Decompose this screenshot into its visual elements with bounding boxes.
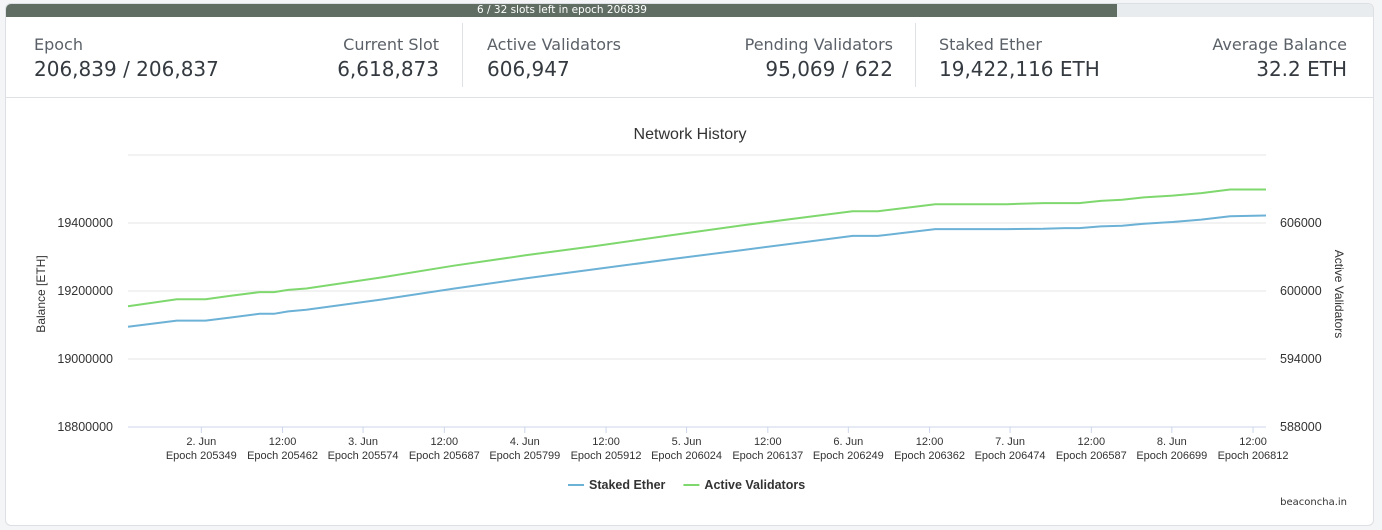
- active-validators-stat: Active Validators 606,947: [487, 35, 621, 81]
- y-tick-right-label: 606000: [1280, 216, 1322, 230]
- network-history-chart: Network History 18800000 19000000 19200000…: [34, 126, 1346, 492]
- legend-label: Staked Ether: [589, 478, 666, 492]
- pending-validators-value[interactable]: 95,069 / 622: [765, 57, 893, 81]
- staked-ether-label: Staked Ether: [939, 35, 1042, 54]
- x-tick-label: 12:00: [269, 436, 297, 448]
- x-tick-epoch-label: Epoch 206812: [1218, 450, 1289, 462]
- chart-title: Network History: [634, 126, 747, 143]
- x-tick-epoch-label: Epoch 205462: [247, 450, 318, 462]
- x-tick-epoch-label: Epoch 206362: [894, 450, 965, 462]
- network-card: 6 / 32 slots left in epoch 206839 Epoch …: [5, 3, 1374, 526]
- x-axis: 2. Jun Epoch 205349 12:00 Epoch 205462 3. Ju…: [128, 426, 1289, 462]
- stats-row: Epoch 206,839 / 206,837 Current Slot 6,6…: [6, 17, 1373, 98]
- y-tick-right-label: 594000: [1280, 352, 1322, 366]
- x-tick-label: 7. Jun: [995, 436, 1025, 448]
- epoch-stat: Epoch 206,839 / 206,837: [34, 35, 219, 81]
- x-tick-label: 12:00: [916, 436, 944, 448]
- legend-label: Active Validators: [704, 478, 805, 492]
- active-validators-label: Active Validators: [487, 35, 621, 54]
- y-tick-left-label: 19400000: [57, 216, 113, 230]
- validators-group: Active Validators 606,947 Pending Valida…: [462, 23, 916, 87]
- staked-ether-value: 19,422,116 ETH: [939, 57, 1100, 81]
- x-tick-label: 12:00: [431, 436, 459, 448]
- x-tick-epoch-label: Epoch 206587: [1056, 450, 1127, 462]
- staked-ether-stat: Staked Ether 19,422,116 ETH: [939, 35, 1100, 81]
- epoch-progress-fill: [6, 4, 1117, 17]
- x-tick-epoch-label: Epoch 206137: [732, 450, 803, 462]
- series-line-active-validators[interactable]: [127, 188, 1266, 308]
- x-tick-label: 8. Jun: [1157, 436, 1187, 448]
- x-tick-label: 12:00: [1078, 436, 1106, 448]
- x-tick-epoch-label: Epoch 205349: [166, 450, 237, 462]
- x-tick-epoch-label: Epoch 205799: [489, 450, 560, 462]
- average-balance-label: Average Balance: [1212, 35, 1347, 54]
- x-tick-label: 2. Jun: [186, 436, 216, 448]
- grid-lines: [128, 154, 1266, 360]
- y-tick-right-label: 600000: [1280, 284, 1322, 298]
- x-tick-label: 12:00: [1239, 436, 1267, 448]
- legend-item-staked-ether[interactable]: Staked Ether: [568, 478, 666, 492]
- brand-credit[interactable]: beaconcha.in: [1280, 497, 1347, 508]
- x-tick-label: 4. Jun: [510, 436, 540, 448]
- y-axis-right-title: Active Validators: [1332, 250, 1346, 338]
- y-tick-left-label: 18800000: [57, 420, 113, 434]
- epoch-progress-bar: 6 / 32 slots left in epoch 206839: [6, 4, 1373, 17]
- y-tick-left-label: 19000000: [57, 352, 113, 366]
- pending-validators-label: Pending Validators: [744, 35, 893, 54]
- epoch-slot-group: Epoch 206,839 / 206,837 Current Slot 6,6…: [6, 23, 462, 87]
- epoch-progress-label: 6 / 32 slots left in epoch 206839: [477, 4, 647, 16]
- x-tick-label: 12:00: [592, 436, 620, 448]
- series-line-staked-ether[interactable]: [127, 214, 1267, 328]
- x-tick-label: 3. Jun: [348, 436, 378, 448]
- y-axis-right: 588000 594000 600000 606000: [1280, 216, 1322, 434]
- pending-validators-stat: Pending Validators 95,069 / 622: [745, 35, 893, 81]
- active-validators-value[interactable]: 606,947: [487, 57, 570, 81]
- x-tick-epoch-label: Epoch 205912: [571, 450, 642, 462]
- x-tick-epoch-label: Epoch 206699: [1136, 450, 1207, 462]
- current-slot-stat: Current Slot 6,618,873: [337, 35, 439, 81]
- current-slot-value[interactable]: 6,618,873: [337, 57, 439, 81]
- average-balance-stat: Average Balance 32.2 ETH: [1212, 35, 1347, 81]
- legend-item-active-validators[interactable]: Active Validators: [683, 478, 805, 492]
- current-slot-label: Current Slot: [343, 35, 439, 54]
- x-tick-epoch-label: Epoch 206024: [651, 450, 722, 462]
- y-tick-right-label: 588000: [1280, 420, 1322, 434]
- series-layer: [127, 188, 1267, 328]
- average-balance-value: 32.2 ETH: [1256, 57, 1347, 81]
- x-tick-epoch-label: Epoch 206249: [813, 450, 884, 462]
- x-tick-epoch-label: Epoch 205574: [328, 450, 399, 462]
- x-tick-label: 6. Jun: [833, 436, 863, 448]
- y-axis-left: 18800000 19000000 19200000 19400000: [57, 216, 113, 434]
- x-tick-label: 5. Jun: [672, 436, 702, 448]
- x-tick-epoch-label: Epoch 206474: [975, 450, 1046, 462]
- x-tick-label: 12:00: [754, 436, 782, 448]
- legend: Staked Ether Active Validators: [568, 478, 805, 492]
- y-tick-left-label: 19200000: [57, 284, 113, 298]
- y-axis-left-title: Balance [ETH]: [34, 255, 48, 332]
- epoch-value[interactable]: 206,839 / 206,837: [34, 57, 219, 81]
- ether-group: Staked Ether 19,422,116 ETH Average Bala…: [915, 23, 1373, 87]
- x-tick-epoch-label: Epoch 205687: [409, 450, 480, 462]
- epoch-label: Epoch: [34, 35, 83, 54]
